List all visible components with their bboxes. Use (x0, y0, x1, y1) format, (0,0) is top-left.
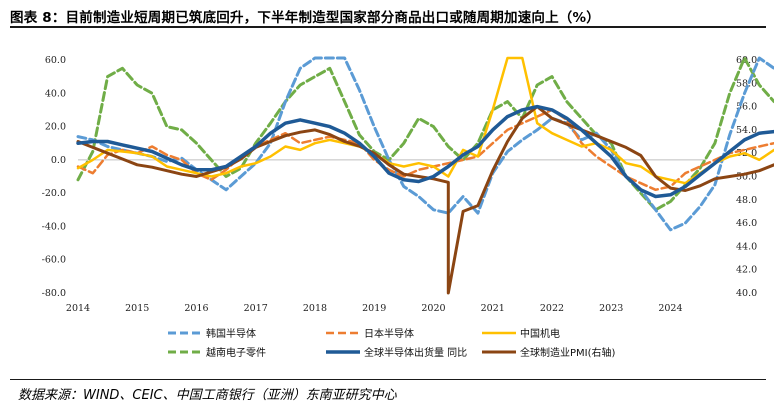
y-right-tick-label: 42.0 (736, 265, 757, 276)
y-left-tick-label: 40.0 (45, 88, 66, 99)
y-right-tick-label: 58.0 (736, 78, 757, 89)
x-tick-label: 2024 (658, 303, 682, 314)
y-left-tick-label: 20.0 (45, 122, 66, 133)
y-left-tick-label: -80.0 (42, 288, 66, 299)
y-left-tick-label: 0.0 (51, 155, 66, 166)
data-source-note: 数据来源：WIND、CEIC、中国工商银行（亚洲）东南亚研究中心 (18, 388, 397, 403)
y-left-tick-label: 60.0 (45, 55, 66, 66)
series-line-0 (76, 56, 774, 232)
x-tick-label: 2016 (184, 303, 208, 314)
y-left-tick-label: -40.0 (42, 221, 66, 232)
x-tick-label: 2015 (125, 303, 149, 314)
y-right-tick-label: 48.0 (736, 195, 757, 206)
y-left-tick-label: -20.0 (42, 188, 66, 199)
series-line-4 (76, 104, 774, 199)
series-line-5 (76, 105, 774, 295)
y-right-tick-label: 50.0 (736, 172, 757, 183)
x-tick-label: 2017 (244, 303, 268, 314)
legend-label-1: 日本半导体 (364, 327, 414, 340)
legend-label-4: 全球半导体出货量 同比 (364, 346, 467, 359)
x-tick-label: 2023 (599, 303, 623, 314)
chart-title: 图表 8：目前制造业短周期已筑底回升，下半年制造型国家部分商品出口或随周期加速向… (10, 10, 600, 26)
x-tick-label: 2014 (66, 303, 90, 314)
source-rule (10, 379, 766, 380)
y-right-tick-label: 56.0 (736, 102, 757, 113)
x-tick-label: 2022 (540, 303, 564, 314)
legend-label-5: 全球制造业PMI(右轴) (520, 346, 616, 359)
series-line-2 (76, 56, 774, 185)
chart-axes: 60.040.020.00.0-20.0-40.0-60.0-80.060.05… (42, 55, 758, 314)
x-tick-label: 2018 (303, 303, 327, 314)
y-right-tick-label: 44.0 (736, 241, 757, 252)
x-tick-label: 2020 (421, 303, 445, 314)
y-right-tick-label: 54.0 (736, 125, 757, 136)
legend-label-0: 韩国半导体 (206, 327, 256, 340)
y-left-tick-label: -60.0 (42, 255, 66, 266)
series-line-3 (76, 56, 774, 212)
y-right-tick-label: 46.0 (736, 218, 757, 229)
y-right-tick-label: 40.0 (736, 288, 757, 299)
x-tick-label: 2019 (362, 303, 386, 314)
title-rule (10, 26, 766, 28)
legend-label-3: 越南电子零件 (206, 346, 266, 359)
legend-label-2: 中国机电 (520, 327, 560, 340)
chart-lines (76, 56, 774, 295)
x-tick-label: 2021 (481, 303, 505, 314)
